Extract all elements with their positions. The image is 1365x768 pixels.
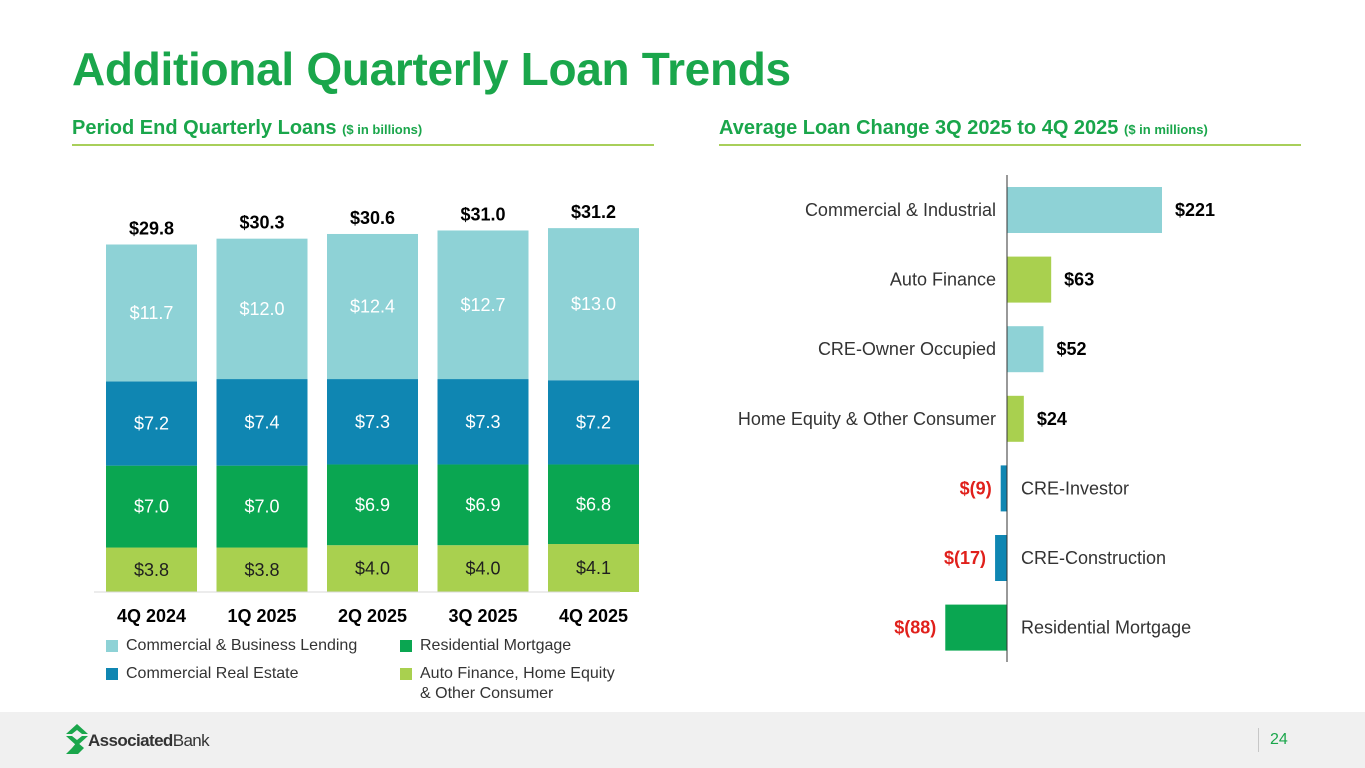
footer-bar xyxy=(0,712,1365,768)
brand-rest: Bank xyxy=(172,731,210,750)
segment-value-label: $7.0 xyxy=(134,497,169,517)
bar-total-label: $30.3 xyxy=(239,213,284,233)
hbar xyxy=(1007,395,1024,442)
bar-segment-resmort xyxy=(106,465,197,548)
bar-segment-cbl xyxy=(437,230,529,380)
left-subtitle-unit: ($ in billions) xyxy=(342,122,423,137)
bar-segment-cbl xyxy=(106,244,197,382)
category-label: CRE-Owner Occupied xyxy=(818,339,996,359)
legend-label: Auto Finance, Home Equity & Other Consume… xyxy=(420,665,615,702)
bar-total-label: $30.6 xyxy=(350,208,395,228)
associated-bank-logo-icon xyxy=(66,724,88,754)
left-subtitle-rule xyxy=(72,144,654,146)
segment-value-label: $13.0 xyxy=(571,294,616,314)
x-tick-label: 2Q 2025 xyxy=(338,606,407,626)
legend-label: Commercial & Business Lending xyxy=(126,637,358,654)
segment-value-label: $7.2 xyxy=(576,412,611,432)
hbar xyxy=(1007,256,1052,303)
bar-segment-auto xyxy=(327,545,418,592)
bar-segment-cre xyxy=(216,379,308,466)
bar-total-label: $31.0 xyxy=(460,204,505,224)
bar-segment-auto xyxy=(437,545,529,592)
segment-value-label: $3.8 xyxy=(134,560,169,580)
category-label: CRE-Construction xyxy=(1021,548,1166,568)
bar-segment-auto xyxy=(216,547,308,592)
segment-value-label: $6.9 xyxy=(355,495,390,515)
hbar xyxy=(1007,326,1044,373)
right-subtitle-main: Average Loan Change 3Q 2025 to 4Q 2025 xyxy=(719,117,1119,139)
right-chart-subtitle: Average Loan Change 3Q 2025 to 4Q 2025 (… xyxy=(719,117,1208,140)
category-label: Commercial & Industrial xyxy=(805,200,996,220)
hbar xyxy=(995,535,1007,581)
segment-value-label: $11.7 xyxy=(130,303,174,323)
bar-segment-cre xyxy=(327,379,418,465)
legend-swatch xyxy=(106,668,118,680)
x-tick-label: 1Q 2025 xyxy=(227,606,296,626)
brand-bold: Associated xyxy=(88,731,173,750)
segment-value-label: $7.3 xyxy=(355,412,390,432)
page-number: 24 xyxy=(1270,731,1288,748)
segment-value-label: $12.4 xyxy=(350,297,395,317)
category-label: Auto Finance xyxy=(890,270,996,290)
bar-segment-auto xyxy=(106,547,197,592)
segment-value-label: $4.0 xyxy=(355,559,390,579)
bar-total-label: $31.2 xyxy=(571,202,616,222)
x-tick-label: 4Q 2024 xyxy=(117,606,186,626)
category-label: CRE-Investor xyxy=(1021,478,1129,498)
bar-total-label: $29.8 xyxy=(129,219,174,239)
legend-swatch xyxy=(106,640,118,652)
legend-label: Residential Mortgage xyxy=(420,637,572,654)
value-label: $52 xyxy=(1056,339,1086,359)
legend-label: Commercial Real Estate xyxy=(126,665,299,682)
segment-value-label: $6.9 xyxy=(465,495,500,515)
bar-segment-cre xyxy=(548,380,639,465)
value-label: $63 xyxy=(1064,270,1094,290)
bar-segment-cbl xyxy=(216,238,308,380)
bar-segment-resmort xyxy=(437,464,529,546)
hbar xyxy=(1000,465,1007,512)
value-label: $24 xyxy=(1037,409,1067,429)
bar-segment-resmort xyxy=(548,464,639,545)
page-number-divider xyxy=(1258,728,1259,752)
x-tick-label: 3Q 2025 xyxy=(448,606,517,626)
segment-value-label: $7.3 xyxy=(465,412,500,432)
charts-canvas: $3.8 $7.0 $7.2 $11.7 $29.8 4Q 2024 $3.8 $7.0 $7.… xyxy=(94,175,1215,662)
left-chart-subtitle: Period End Quarterly Loans ($ in billion… xyxy=(72,117,422,140)
horizontal-bar-chart: Commercial & Industrial $221 Auto Finance $… xyxy=(738,175,1215,662)
segment-value-label: $4.0 xyxy=(465,559,500,579)
bar-segment-cbl xyxy=(327,233,418,380)
bar-segment-resmort xyxy=(327,464,418,546)
legend-swatch xyxy=(400,640,412,652)
bar-segment-cbl xyxy=(548,228,639,381)
brand-wordmark: AssociatedBank xyxy=(88,731,210,751)
right-subtitle-rule xyxy=(719,144,1301,146)
segment-value-label: $4.1 xyxy=(576,558,611,578)
value-label: $(88) xyxy=(894,618,936,638)
bar-segment-cre xyxy=(106,381,197,466)
stacked-bar-chart: $3.8 $7.0 $7.2 $11.7 $29.8 4Q 2024 $3.8 $7.0 $7.… xyxy=(94,202,639,626)
bar-segment-cre xyxy=(437,379,529,465)
legend-swatch xyxy=(400,668,412,680)
bar-segment-auto xyxy=(548,544,639,592)
x-tick-label: 4Q 2025 xyxy=(559,606,628,626)
bar-segment-resmort xyxy=(216,465,308,548)
left-subtitle-main: Period End Quarterly Loans xyxy=(72,117,337,139)
hbar xyxy=(945,604,1007,651)
page-title: Additional Quarterly Loan Trends xyxy=(72,43,791,95)
segment-value-label: $12.0 xyxy=(239,299,284,319)
right-subtitle-unit: ($ in millions) xyxy=(1124,122,1208,137)
segment-value-label: $6.8 xyxy=(576,494,611,514)
segment-value-label: $12.7 xyxy=(460,295,505,315)
value-label: $(9) xyxy=(960,478,992,498)
segment-value-label: $3.8 xyxy=(244,560,279,580)
value-label: $(17) xyxy=(944,548,986,568)
category-label: Residential Mortgage xyxy=(1021,618,1191,638)
value-label: $221 xyxy=(1175,200,1215,220)
category-label: Home Equity & Other Consumer xyxy=(738,409,996,429)
hbar xyxy=(1007,187,1162,233)
segment-value-label: $7.4 xyxy=(244,412,279,432)
segment-value-label: $7.0 xyxy=(244,497,279,517)
segment-value-label: $7.2 xyxy=(134,414,169,434)
